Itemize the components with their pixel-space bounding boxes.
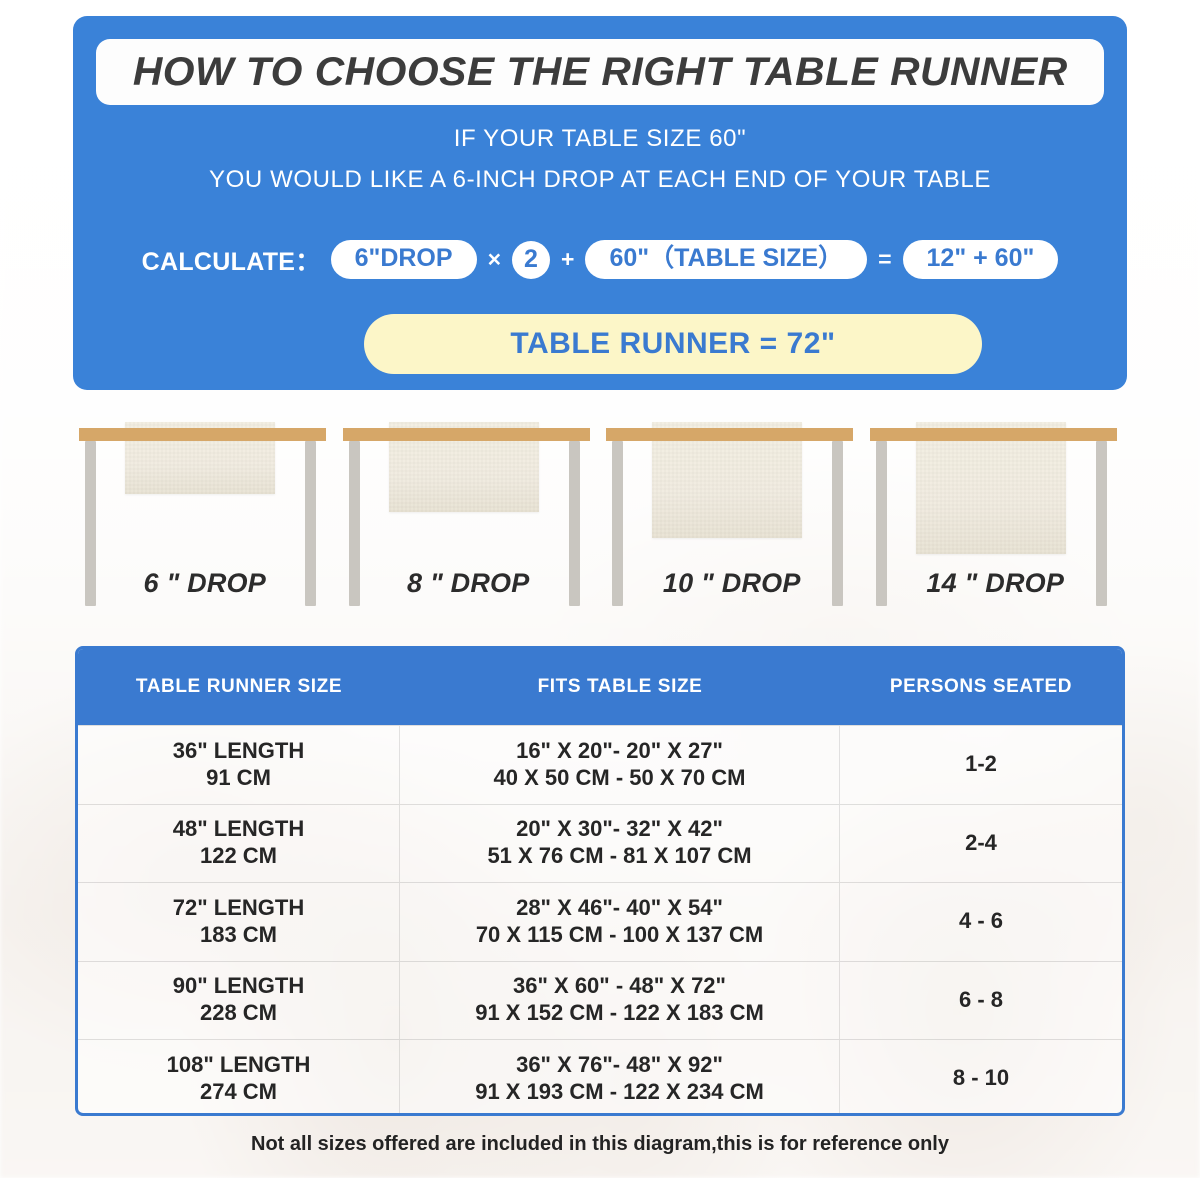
- drop-value-pill: 6"DROP: [330, 240, 477, 279]
- table-leg-right: [1095, 441, 1107, 606]
- cell-runner-size: 72" LENGTH 183 CM: [78, 883, 400, 961]
- fits-inches: 36" X 60" - 48" X 72": [513, 973, 726, 999]
- drop-label: 10 " DROP: [662, 568, 801, 598]
- cell-persons-seated: 8 - 10: [952, 1065, 1010, 1091]
- fits-inches: 20" X 30"- 32" X 42": [516, 816, 723, 842]
- table-size-pill: 60"（TABLE SIZE）: [585, 240, 868, 279]
- calculation-row: CALCULATE： 6"DROP × 2 + 60"（TABLE SIZE） …: [73, 240, 1127, 279]
- cell-fits-table-size: 20" X 30"- 32" X 42" 51 X 76 CM - 81 X 1…: [400, 804, 840, 882]
- sum-pill: 12" + 60": [902, 240, 1059, 279]
- cell-persons-seated: 1-2: [965, 751, 997, 777]
- cell-fits-table-size: 36" X 60" - 48" X 72" 91 X 152 CM - 122 …: [400, 961, 840, 1039]
- footnote-disclaimer: Not all sizes offered are included in th…: [251, 1133, 949, 1155]
- cell-runner-size: 108" LENGTH 274 CM: [78, 1040, 400, 1113]
- column-header-runner-size: TABLE RUNNER SIZE: [135, 676, 343, 697]
- fits-inches: 28" X 46"- 40" X 54": [516, 894, 723, 920]
- hero-panel: HOW TO CHOOSE THE RIGHT TABLE RUNNER IF …: [73, 16, 1127, 390]
- result-pill: TABLE RUNNER = 72": [364, 314, 982, 374]
- table-leg-left: [85, 441, 96, 606]
- runner-size-inches: 48" LENGTH: [172, 816, 305, 842]
- drop-illustrations: 6 " DROP 8 " DROP 10 " DROP 14 " DROP: [73, 420, 1127, 620]
- multiply-operator: ×: [487, 246, 501, 272]
- table-row: 36" LENGTH 91 CM 16" X 20"- 20" X 27" 40…: [78, 725, 1122, 804]
- cell-runner-size: 36" LENGTH 91 CM: [78, 726, 400, 804]
- cell-persons-seated: 2-4: [965, 829, 997, 855]
- runner-size-cm: 274 CM: [199, 1078, 278, 1104]
- runner-size-inches: 72" LENGTH: [172, 894, 305, 920]
- table-runner-cloth: [652, 422, 802, 538]
- hero-subtitle-line-1: IF YOUR TABLE SIZE 60": [453, 125, 747, 152]
- drop-illustration-item: 8 " DROP: [337, 420, 601, 620]
- title-card: HOW TO CHOOSE THE RIGHT TABLE RUNNER: [96, 39, 1104, 105]
- table-row: 72" LENGTH 183 CM 28" X 46"- 40" X 54" 7…: [78, 882, 1122, 961]
- column-header-persons-seated: PERSONS SEATED: [889, 676, 1073, 697]
- drop-illustration-item: 14 " DROP: [864, 420, 1128, 620]
- drop-label: 8 " DROP: [407, 568, 530, 598]
- multiplier-pill: 2: [512, 240, 550, 279]
- table-leg-left: [875, 441, 887, 606]
- cell-fits-table-size: 36" X 76"- 48" X 92" 91 X 193 CM - 122 X…: [400, 1040, 840, 1113]
- runner-size-inches: 90" LENGTH: [172, 973, 305, 999]
- tabletop: [79, 428, 326, 441]
- table-row: 108" LENGTH 274 CM 36" X 76"- 48" X 92" …: [78, 1039, 1122, 1113]
- cell-fits-table-size: 28" X 46"- 40" X 54" 70 X 115 CM - 100 X…: [400, 883, 840, 961]
- calculate-label: CALCULATE：: [141, 247, 321, 276]
- table-header-row: TABLE RUNNER SIZE FITS TABLE SIZE PERSON…: [78, 649, 1122, 725]
- drop-label: 6 " DROP: [143, 568, 266, 598]
- fits-inches: 16" X 20"- 20" X 27": [516, 737, 723, 763]
- cell-runner-size: 48" LENGTH 122 CM: [78, 804, 400, 882]
- column-header-fits-table-size: FITS TABLE SIZE: [537, 676, 703, 697]
- fits-inches: 36" X 76"- 48" X 92": [516, 1051, 723, 1077]
- table-row: 48" LENGTH 122 CM 20" X 30"- 32" X 42" 5…: [78, 803, 1122, 882]
- plus-operator: +: [561, 246, 575, 272]
- tabletop: [869, 428, 1117, 441]
- table-leg-left: [348, 441, 360, 606]
- cell-runner-size: 90" LENGTH 228 CM: [78, 961, 400, 1039]
- table-leg-right: [832, 441, 843, 606]
- tabletop: [606, 428, 853, 441]
- page-title: HOW TO CHOOSE THE RIGHT TABLE RUNNER: [132, 49, 1068, 94]
- drop-label: 14 " DROP: [926, 568, 1065, 598]
- fits-cm: 91 X 193 CM - 122 X 234 CM: [475, 1078, 764, 1104]
- drop-illustration-item: 6 " DROP: [73, 420, 337, 620]
- fits-cm: 70 X 115 CM - 100 X 137 CM: [475, 921, 764, 947]
- table-runner-cloth: [915, 422, 1066, 554]
- hero-subtitle-line-2: YOU WOULD LIKE A 6-INCH DROP AT EACH END…: [209, 166, 991, 193]
- table-leg-right: [305, 441, 316, 606]
- runner-size-cm: 228 CM: [199, 1000, 278, 1026]
- table-leg-right: [568, 441, 580, 606]
- runner-size-inches: 36" LENGTH: [172, 737, 305, 763]
- runner-size-cm: 91 CM: [206, 764, 271, 790]
- fits-cm: 40 X 50 CM - 50 X 70 CM: [493, 764, 746, 790]
- runner-size-cm: 122 CM: [199, 843, 278, 869]
- table-row: 90" LENGTH 228 CM 36" X 60" - 48" X 72" …: [78, 960, 1122, 1039]
- cell-fits-table-size: 16" X 20"- 20" X 27" 40 X 50 CM - 50 X 7…: [400, 726, 840, 804]
- table-leg-left: [612, 441, 623, 606]
- runner-size-inches: 108" LENGTH: [166, 1051, 311, 1077]
- equals-operator: =: [878, 246, 892, 272]
- cell-persons-seated: 6 - 8: [958, 986, 1004, 1012]
- cell-persons-seated: 4 - 6: [958, 908, 1004, 934]
- tabletop: [342, 428, 590, 441]
- drop-illustration-item: 10 " DROP: [600, 420, 864, 620]
- fits-cm: 91 X 152 CM - 122 X 183 CM: [475, 1000, 764, 1026]
- size-chart-table: TABLE RUNNER SIZE FITS TABLE SIZE PERSON…: [75, 646, 1125, 1116]
- runner-size-cm: 183 CM: [199, 921, 278, 947]
- fits-cm: 51 X 76 CM - 81 X 107 CM: [487, 843, 752, 869]
